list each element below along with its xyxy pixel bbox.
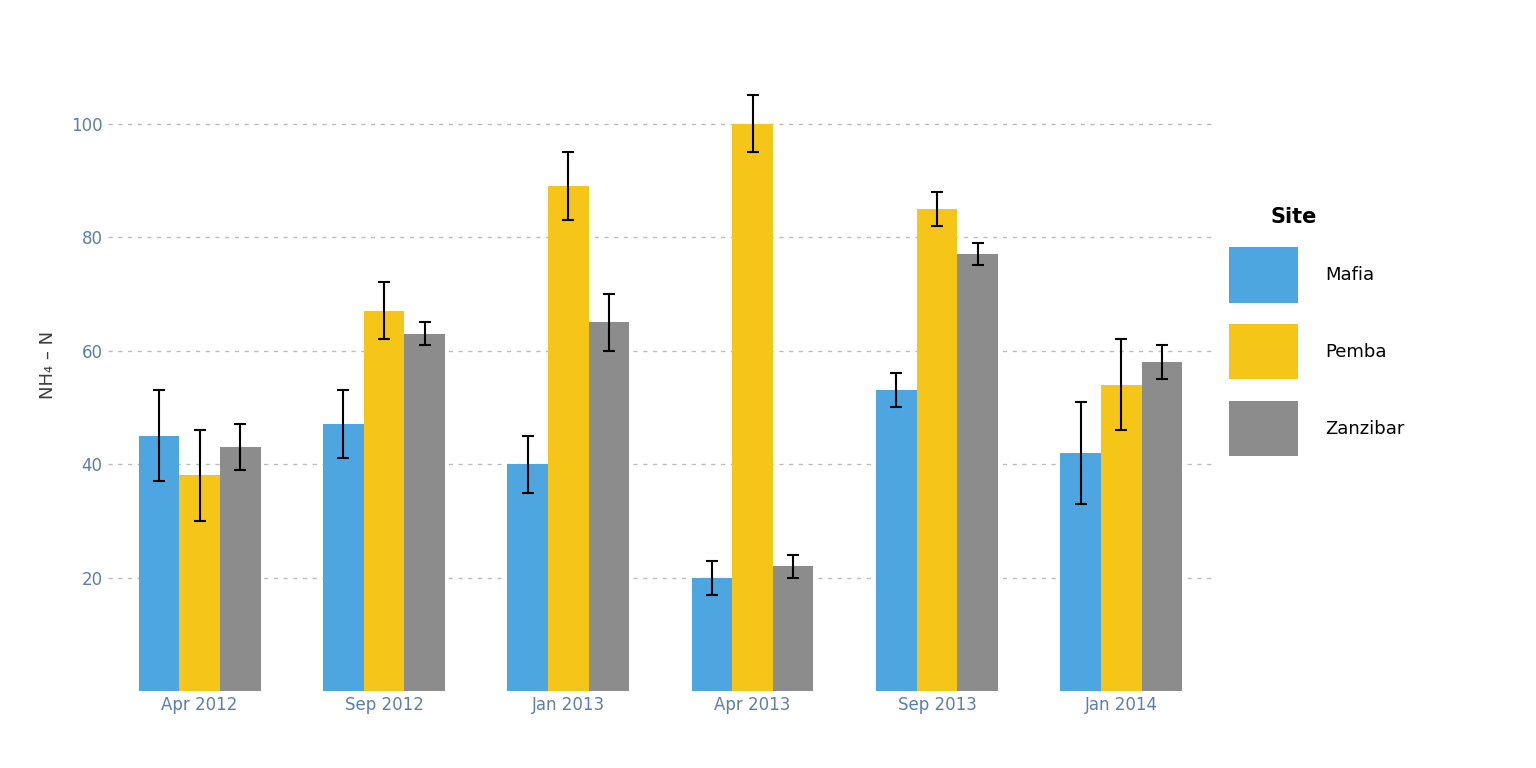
Text: Site: Site bbox=[1270, 207, 1316, 227]
Bar bbox=[548, 186, 588, 691]
Bar bbox=[180, 475, 220, 691]
Bar bbox=[1141, 362, 1183, 691]
Bar bbox=[773, 566, 814, 691]
Bar bbox=[957, 254, 998, 691]
Bar bbox=[1060, 453, 1101, 691]
Bar bbox=[220, 447, 261, 691]
Bar bbox=[404, 333, 445, 691]
Bar bbox=[691, 578, 733, 691]
Bar bbox=[876, 390, 917, 691]
FancyBboxPatch shape bbox=[1229, 324, 1298, 379]
Bar bbox=[507, 464, 548, 691]
Bar bbox=[733, 124, 773, 691]
Bar bbox=[917, 209, 957, 691]
Bar bbox=[1101, 385, 1141, 691]
Text: Mafia: Mafia bbox=[1326, 266, 1375, 284]
Text: Zanzibar: Zanzibar bbox=[1326, 419, 1405, 438]
FancyBboxPatch shape bbox=[1229, 247, 1298, 303]
FancyBboxPatch shape bbox=[1229, 401, 1298, 456]
Bar bbox=[323, 425, 364, 691]
Bar bbox=[364, 311, 404, 691]
Y-axis label: NH₄ – N: NH₄ – N bbox=[38, 331, 57, 399]
Bar bbox=[138, 435, 180, 691]
Bar bbox=[588, 323, 630, 691]
Text: Pemba: Pemba bbox=[1326, 343, 1387, 361]
